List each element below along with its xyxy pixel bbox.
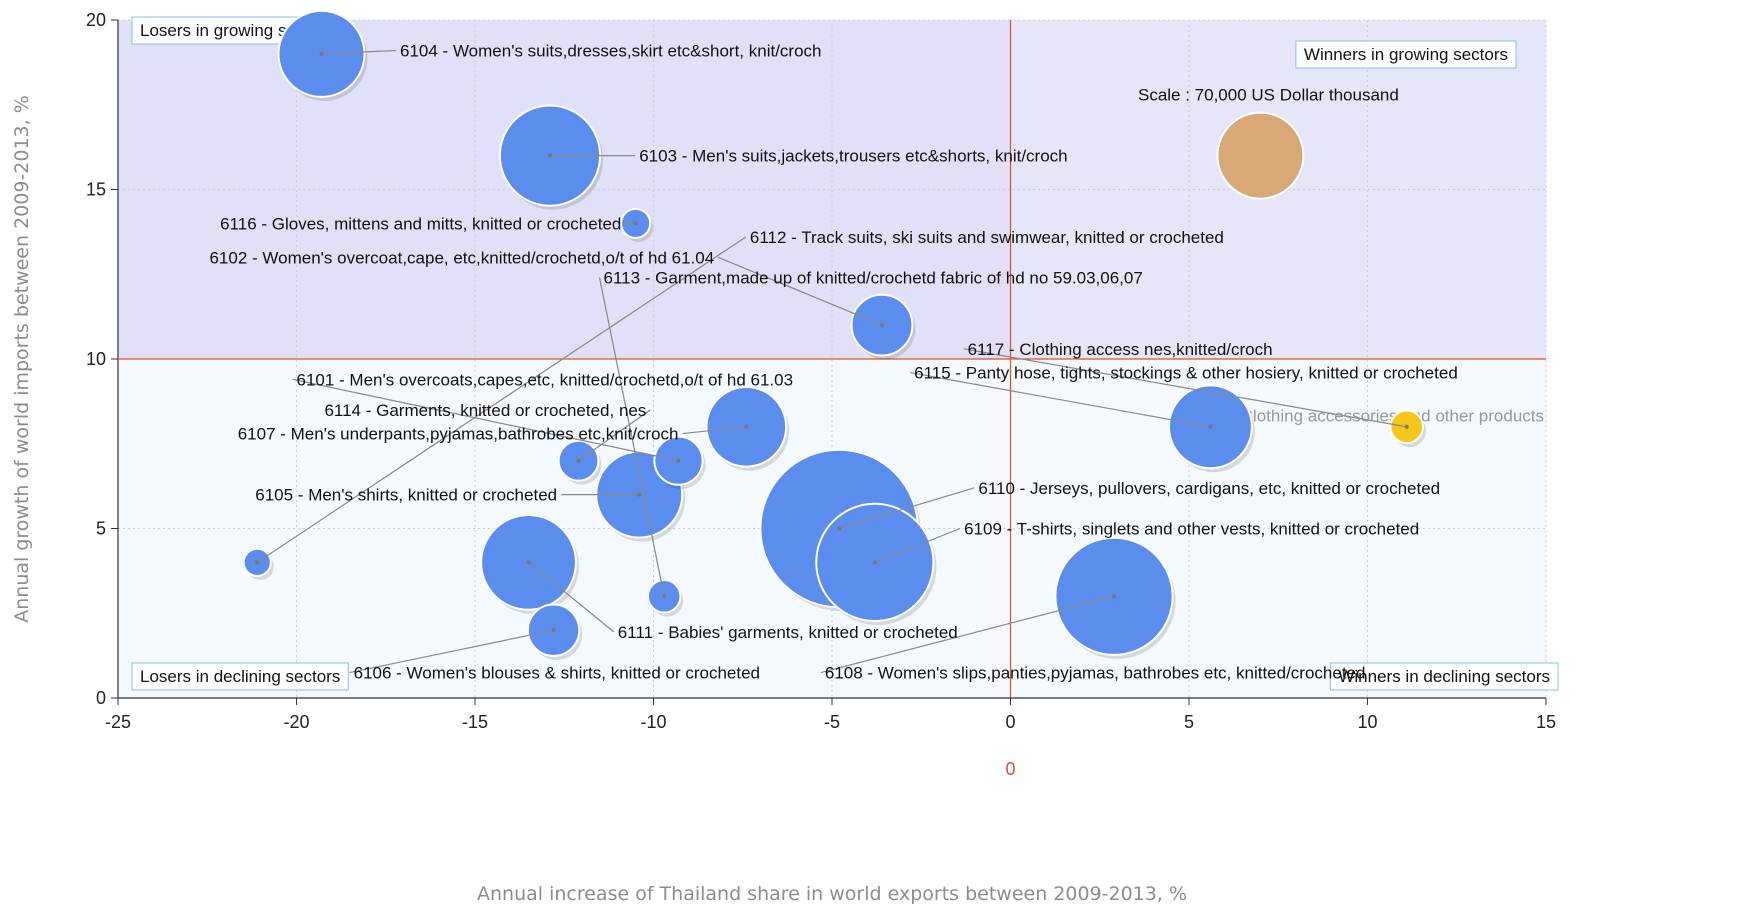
bubble-label-6108: 6108 - Women's slips,panties,pyjamas, ba… bbox=[825, 664, 1366, 683]
leader-dot-6111 bbox=[526, 560, 531, 565]
x-tick-label: -20 bbox=[283, 712, 309, 732]
reference-lines bbox=[118, 20, 1546, 698]
leader-line-6113 bbox=[598, 277, 665, 597]
leader-line-6111 bbox=[528, 561, 615, 633]
leader-dot-6102 bbox=[879, 323, 884, 328]
x-tick-label: -25 bbox=[105, 712, 131, 732]
leader-lines bbox=[255, 49, 1409, 674]
leader-dot-6104 bbox=[319, 51, 324, 56]
x-tick-label: -5 bbox=[824, 712, 840, 732]
x-axis-title: Annual increase of Thailand share in wor… bbox=[477, 883, 1187, 905]
svg-text:Winners in growing sectors: Winners in growing sectors bbox=[1304, 45, 1508, 64]
reference-x-label: 0 bbox=[1005, 759, 1015, 779]
leader-dot-6114 bbox=[576, 458, 581, 463]
leader-dot-6103 bbox=[547, 153, 552, 158]
leader-line-6115 bbox=[910, 371, 1211, 428]
bubble-label-6113: 6113 - Garment,made up of knitted/croche… bbox=[604, 269, 1143, 288]
x-tick-label: 0 bbox=[1005, 712, 1015, 732]
quadrant-label-winners-declining: Winners in declining sectors bbox=[1329, 662, 1559, 691]
leader-line-6107 bbox=[682, 426, 747, 435]
leader-dot-6116 bbox=[633, 221, 638, 226]
bubble-label-6112: 6112 - Track suits, ski suits and swimwe… bbox=[750, 228, 1224, 247]
y-tick-label: 0 bbox=[96, 688, 106, 708]
bubble-label-6106: 6106 - Women's blouses & shirts, knitted… bbox=[354, 664, 760, 683]
quadrant-label-losers-declining: Losers in declining sectors bbox=[131, 662, 349, 691]
bubble-labels: 6104 - Women's suits,dresses,skirt etc&s… bbox=[209, 42, 1457, 683]
bubble-label-6105: 6105 - Men's shirts, knitted or crochete… bbox=[255, 486, 557, 505]
leader-dot-6112 bbox=[255, 560, 260, 565]
y-tick-label: 5 bbox=[96, 519, 106, 539]
leader-line-6117 bbox=[963, 348, 1407, 428]
scale-bubble bbox=[1216, 111, 1305, 200]
x-tick-label: 15 bbox=[1536, 712, 1556, 732]
bubble-label-6110: 6110 - Jerseys, pullovers, cardigans, et… bbox=[978, 479, 1440, 498]
scale-label: Scale : 70,000 US Dollar thousand bbox=[1138, 86, 1399, 105]
bubble-label-6103: 6103 - Men's suits,jackets,trousers etc&… bbox=[639, 147, 1067, 166]
leader-line-6110 bbox=[838, 487, 975, 530]
svg-text:Losers in declining sectors: Losers in declining sectors bbox=[140, 667, 340, 686]
leader-dot-6109 bbox=[872, 560, 877, 565]
bubble-label-6115: 6115 - Panty hose, tights, stockings & o… bbox=[914, 364, 1458, 383]
leader-line-6108 bbox=[820, 595, 1115, 674]
leader-dot-6113 bbox=[662, 594, 667, 599]
bubble-label-6101: 6101 - Men's overcoats,capes,etc, knitte… bbox=[297, 370, 794, 389]
leader-line-6112 bbox=[256, 236, 747, 563]
leader-line-6109 bbox=[874, 527, 961, 563]
leader-dot-6108 bbox=[1112, 594, 1117, 599]
y-tick-label: 20 bbox=[86, 10, 106, 30]
leader-line-6102 bbox=[717, 256, 883, 326]
x-tick-label: 10 bbox=[1357, 712, 1377, 732]
bubble-label-6116: 6116 - Gloves, mittens and mitts, knitte… bbox=[220, 214, 621, 233]
bubble-label-6104: 6104 - Women's suits,dresses,skirt etc&s… bbox=[400, 42, 821, 61]
y-axis-title: Annual growth of world imports between 2… bbox=[11, 95, 33, 623]
leader-line-6101 bbox=[292, 378, 679, 462]
leader-dot-6110 bbox=[837, 526, 842, 531]
leader-dot-6117 bbox=[1404, 424, 1409, 429]
bubble-label-6102: 6102 - Women's overcoat,cape, etc,knitte… bbox=[209, 248, 714, 267]
leader-line-6104 bbox=[321, 49, 397, 55]
bubble-label-6111: 6111 - Babies' garments, knitted or croc… bbox=[618, 623, 958, 642]
quadrant-label-winners-growing: Winners in growing sectors bbox=[1295, 40, 1517, 69]
bubble-label-6109: 6109 - T-shirts, singlets and other vest… bbox=[964, 520, 1419, 539]
y-tick-label: 10 bbox=[86, 349, 106, 369]
leader-dot-6107 bbox=[744, 424, 749, 429]
x-tick-label: -15 bbox=[462, 712, 488, 732]
bubble-label-6117: 6117 - Clothing access nes,knitted/croch bbox=[968, 340, 1273, 359]
y-tick-label: 15 bbox=[86, 180, 106, 200]
bubble-label-6114: 6114 - Garments, knitted or crocheted, n… bbox=[324, 401, 646, 420]
leader-line-6106 bbox=[349, 629, 554, 674]
leader-dot-6115 bbox=[1208, 424, 1213, 429]
x-tick-label: 5 bbox=[1184, 712, 1194, 732]
x-tick-label: -10 bbox=[640, 712, 666, 732]
bubbles bbox=[242, 9, 1427, 660]
leader-dot-6106 bbox=[551, 628, 556, 633]
svg-text:Winners in declining sectors: Winners in declining sectors bbox=[1338, 667, 1550, 686]
bubble-label-6107: 6107 - Men's underpants,pyjamas,bathrobe… bbox=[238, 425, 679, 444]
leader-dot-6105 bbox=[637, 492, 642, 497]
leader-dot-6101 bbox=[676, 458, 681, 463]
y-axis-ticks: 0 5 10 15 20 bbox=[86, 10, 118, 708]
leader-line-6114 bbox=[578, 409, 651, 462]
x-axis-ticks: -25 -20 -15 -10 -5 0 5 10 15 bbox=[105, 698, 1556, 732]
